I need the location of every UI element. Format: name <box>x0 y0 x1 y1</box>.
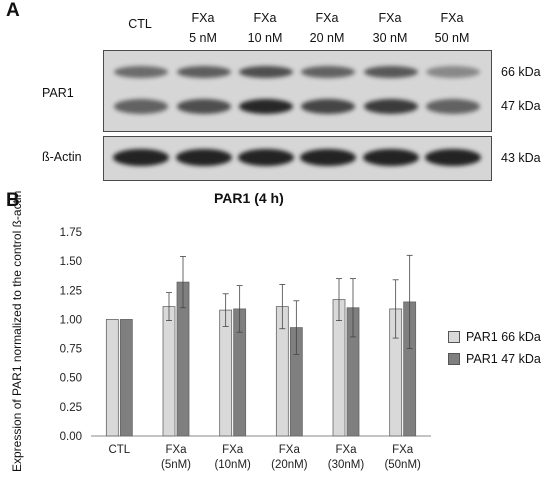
band-47kda <box>114 98 168 114</box>
band-66kda <box>426 66 480 78</box>
chart-legend: PAR1 66 kDa PAR1 47 kDa <box>448 326 541 370</box>
legend-label-66: PAR1 66 kDa <box>466 330 541 344</box>
lane-header-line2: 50 nM <box>434 31 470 45</box>
lane-header-line1: FXa <box>315 11 339 25</box>
y-tick-label: 1.25 <box>60 285 82 297</box>
band-66kda <box>239 66 293 78</box>
x-tick-label-sub: (10nM) <box>214 459 251 471</box>
x-tick-label: FXa <box>222 444 244 456</box>
panel-a-letter: A <box>6 0 20 21</box>
kda-47-label: 47 kDa <box>501 99 541 113</box>
lane-header-line1: FXa <box>378 11 402 25</box>
legend-swatch-66 <box>448 331 460 343</box>
x-tick-label-sub: (50nM) <box>384 459 421 471</box>
bar-66kda <box>162 306 176 437</box>
legend-item-66: PAR1 66 kDa <box>448 326 541 348</box>
y-tick-label: 0.25 <box>60 402 82 414</box>
band-47kda <box>301 98 355 114</box>
band-47kda <box>364 98 418 114</box>
legend-item-47: PAR1 47 kDa <box>448 348 541 370</box>
y-tick-label: 1.75 <box>60 227 82 239</box>
y-tick-label: 0.75 <box>60 344 82 356</box>
x-tick-label-sub: (5nM) <box>161 459 191 471</box>
lane-header-1: FXa 5 nM <box>173 8 233 48</box>
band-66kda <box>114 66 168 78</box>
x-tick-label: FXa <box>392 444 414 456</box>
lane-header-3: FXa 20 nM <box>297 8 357 48</box>
x-tick-label-sub: (20nM) <box>271 459 308 471</box>
kda-43-label: 43 kDa <box>501 151 541 165</box>
lane-header-line2: 10 nM <box>247 31 283 45</box>
band-actin <box>238 148 294 166</box>
band-66kda <box>364 66 418 78</box>
x-tick-label: CTL <box>108 444 130 456</box>
lane-header-line1: FXa <box>253 11 277 25</box>
band-actin <box>113 148 169 166</box>
band-47kda <box>426 98 480 114</box>
y-tick-label: 0.00 <box>60 431 82 443</box>
lane-header-5: FXa 50 nM <box>422 8 482 48</box>
band-actin <box>425 148 481 166</box>
band-66kda <box>177 66 231 78</box>
kda-66-label: 66 kDa <box>501 65 541 79</box>
y-tick-label: 0.50 <box>60 373 82 385</box>
x-tick-label-sub: (30nM) <box>328 459 365 471</box>
band-actin <box>300 148 356 166</box>
x-tick-label: FXa <box>165 444 187 456</box>
y-tick-label: 1.00 <box>60 314 82 326</box>
y-tick-label: 1.50 <box>60 256 82 268</box>
band-actin <box>363 148 419 166</box>
lane-header-line1: FXa <box>440 11 464 25</box>
lane-header-2: FXa 10 nM <box>235 8 295 48</box>
lane-header-line1: FXa <box>191 11 215 25</box>
actin-blot-label: ß-Actin <box>42 150 82 164</box>
band-47kda <box>177 98 231 114</box>
lane-header-line1: CTL <box>128 17 152 31</box>
x-tick-label: FXa <box>279 444 301 456</box>
par1-blot-image <box>103 50 492 132</box>
band-66kda <box>301 66 355 78</box>
panel-b-letter: B <box>6 190 20 211</box>
par1-blot-label: PAR1 <box>42 86 74 100</box>
chart-title: PAR1 (4 h) <box>214 190 284 206</box>
actin-blot-image <box>103 136 492 181</box>
lane-header-0: CTL <box>110 14 170 34</box>
bar-66kda <box>105 319 119 437</box>
lane-header-line2: 30 nM <box>372 31 408 45</box>
bar-66kda <box>219 309 233 437</box>
lane-header-line2: 20 nM <box>309 31 345 45</box>
band-actin <box>176 148 232 166</box>
band-47kda <box>239 98 293 114</box>
lane-header-line2: 5 nM <box>189 31 217 45</box>
lane-header-4: FXa 30 nM <box>360 8 420 48</box>
x-tick-label: FXa <box>335 444 357 456</box>
legend-swatch-47 <box>448 353 460 365</box>
bar-47kda <box>119 319 133 437</box>
legend-label-47: PAR1 47 kDa <box>466 352 541 366</box>
